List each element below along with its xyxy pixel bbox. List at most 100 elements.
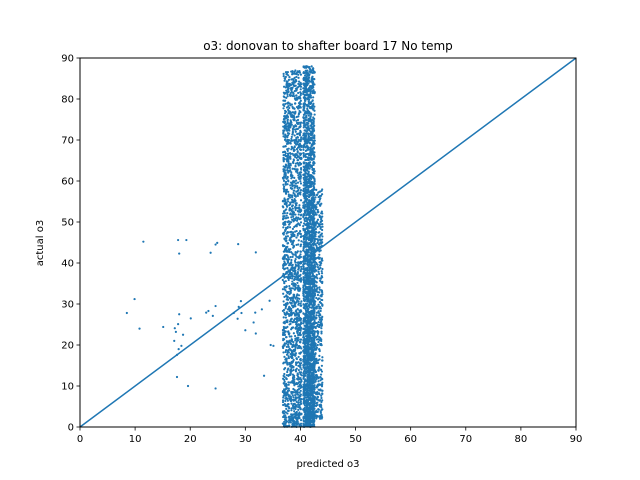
data-point — [303, 200, 306, 203]
data-point — [307, 312, 311, 315]
data-point — [309, 290, 312, 293]
data-point — [287, 381, 290, 384]
data-point — [312, 367, 315, 370]
data-point — [302, 229, 305, 232]
data-point — [296, 136, 299, 139]
data-point — [304, 180, 308, 183]
data-point — [294, 102, 297, 105]
y-tick-label: 80 — [61, 95, 74, 106]
data-point — [302, 116, 305, 119]
data-point — [311, 99, 314, 103]
data-point — [303, 236, 306, 239]
data-point — [319, 204, 322, 207]
data-point — [308, 238, 311, 242]
data-point — [295, 300, 298, 304]
data-point — [285, 140, 288, 143]
data-point — [284, 280, 287, 283]
data-point — [293, 384, 296, 387]
data-point — [295, 309, 298, 312]
data-point — [319, 314, 322, 317]
data-point — [285, 71, 288, 74]
data-point — [300, 368, 303, 371]
data-point — [297, 73, 300, 76]
data-point — [305, 230, 308, 234]
data-point — [287, 416, 291, 419]
data-point — [282, 160, 285, 163]
data-point — [283, 171, 286, 174]
data-point — [295, 325, 299, 328]
data-point — [299, 130, 302, 133]
data-point — [310, 410, 313, 414]
data-point — [307, 76, 310, 79]
data-point — [296, 132, 299, 135]
data-point — [315, 284, 318, 287]
data-point — [310, 424, 313, 427]
data-point — [291, 181, 294, 184]
data-point — [296, 308, 299, 311]
data-point — [285, 158, 288, 161]
data-point — [286, 152, 290, 155]
data-point — [299, 166, 303, 170]
y-tick-label: 90 — [61, 54, 74, 65]
data-point — [313, 194, 316, 197]
data-point — [312, 127, 315, 130]
data-point — [177, 322, 180, 326]
data-point — [295, 320, 298, 324]
data-point — [282, 103, 285, 106]
data-point — [289, 196, 292, 199]
data-point — [284, 305, 288, 308]
data-point — [317, 366, 321, 369]
data-point — [289, 157, 292, 160]
data-point — [288, 84, 292, 87]
data-point — [315, 314, 318, 317]
data-point — [292, 299, 295, 302]
data-point — [299, 139, 302, 142]
data-point — [320, 332, 323, 335]
data-point — [317, 303, 320, 306]
data-point — [287, 356, 290, 360]
data-point — [314, 411, 317, 414]
data-point — [303, 71, 306, 75]
data-point — [317, 243, 321, 246]
data-point — [207, 309, 210, 313]
data-point — [287, 367, 290, 370]
data-point — [290, 236, 293, 239]
data-point — [316, 208, 319, 212]
data-point — [321, 381, 324, 384]
data-point — [288, 308, 291, 311]
data-point — [315, 269, 318, 272]
data-point — [295, 243, 298, 247]
data-point — [306, 422, 310, 425]
data-point — [306, 123, 309, 126]
data-point — [303, 356, 306, 359]
data-point — [287, 160, 290, 163]
data-point — [320, 364, 323, 367]
data-point — [313, 275, 316, 278]
data-point — [313, 375, 316, 378]
data-point — [298, 411, 301, 414]
data-point — [313, 134, 316, 137]
data-point — [308, 346, 311, 349]
data-point — [321, 359, 324, 362]
data-point — [303, 320, 306, 323]
data-point — [304, 331, 307, 334]
data-point — [284, 163, 288, 166]
data-point — [286, 319, 289, 322]
data-point — [299, 269, 302, 272]
data-point — [313, 402, 316, 405]
data-point — [287, 275, 291, 278]
data-point — [302, 376, 305, 379]
data-point — [289, 120, 292, 123]
data-point — [291, 174, 294, 177]
data-point — [294, 346, 297, 349]
data-point — [309, 394, 312, 397]
data-point — [319, 215, 322, 218]
data-point — [311, 295, 314, 298]
data-point — [296, 346, 299, 350]
data-point — [310, 416, 313, 419]
data-point — [304, 188, 307, 191]
data-point — [310, 218, 314, 221]
data-point — [282, 129, 285, 132]
data-point — [299, 400, 302, 403]
data-point — [313, 361, 316, 365]
